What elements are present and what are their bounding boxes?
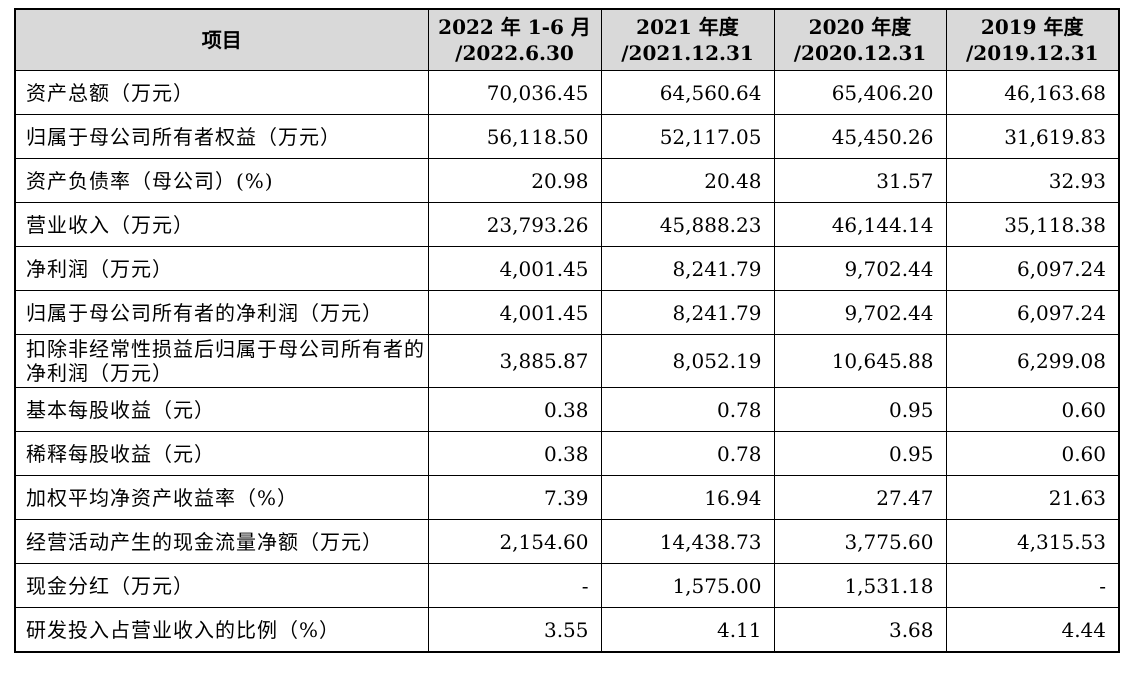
cell-value: 4,001.45	[427, 290, 602, 335]
header-item: 项目	[14, 8, 429, 71]
cell-value: 6,097.24	[945, 290, 1120, 335]
cell-value: 4.11	[600, 607, 775, 653]
cell-value: 8,052.19	[600, 334, 775, 388]
table-row: 资产总额（万元） 70,036.45 64,560.64 65,406.20 4…	[14, 70, 1120, 115]
table-row: 加权平均净资产收益率（%） 7.39 16.94 27.47 21.63	[14, 475, 1120, 520]
cell-value: 45,450.26	[773, 114, 947, 159]
header-period-2022h1: 2022 年 1-6 月 /2022.6.30	[427, 8, 602, 71]
row-label: 归属于母公司所有者权益（万元）	[14, 114, 429, 159]
cell-value: 3.55	[427, 607, 602, 653]
cell-value: 1,575.00	[600, 563, 775, 608]
cell-value: 16.94	[600, 475, 775, 520]
row-label: 研发投入占营业收入的比例（%）	[14, 607, 429, 653]
row-label: 营业收入（万元）	[14, 202, 429, 247]
cell-value: 52,117.05	[600, 114, 775, 159]
cell-value: 8,241.79	[600, 246, 775, 291]
row-label: 净利润（万元）	[14, 246, 429, 291]
cell-value: 6,299.08	[945, 334, 1120, 388]
header-period-2019-line2: /2019.12.31	[965, 41, 1099, 65]
header-period-2020-line1: 2020 年度	[808, 15, 912, 39]
cell-value: 21.63	[945, 475, 1120, 520]
cell-value: 4.44	[945, 607, 1120, 653]
cell-value: 0.95	[773, 387, 947, 432]
cell-value: 3,775.60	[773, 519, 947, 564]
header-period-2020-line2: /2020.12.31	[793, 41, 927, 65]
cell-value: 32.93	[945, 158, 1120, 203]
cell-value: 46,144.14	[773, 202, 947, 247]
cell-value: 3.68	[773, 607, 947, 653]
header-period-2022h1-line2: /2022.6.30	[455, 41, 574, 65]
cell-value: 7.39	[427, 475, 602, 520]
row-label: 资产负债率（母公司）(%)	[14, 158, 429, 203]
cell-value: 56,118.50	[427, 114, 602, 159]
row-label: 扣除非经常性损益后归属于母公司所有者的净利润（万元）	[14, 334, 429, 388]
header-period-2021: 2021 年度 /2021.12.31	[600, 8, 775, 71]
row-label: 经营活动产生的现金流量净额（万元）	[14, 519, 429, 564]
cell-value: 0.60	[945, 431, 1120, 476]
cell-value: 27.47	[773, 475, 947, 520]
table-row: 归属于母公司所有者的净利润（万元） 4,001.45 8,241.79 9,70…	[14, 290, 1120, 335]
row-label: 归属于母公司所有者的净利润（万元）	[14, 290, 429, 335]
header-period-2019: 2019 年度 /2019.12.31	[945, 8, 1120, 71]
cell-value: 31,619.83	[945, 114, 1120, 159]
financial-summary-table-wrapper: 项目 2022 年 1-6 月 /2022.6.30 2021 年度 /2021…	[14, 8, 1120, 653]
cell-value: 0.95	[773, 431, 947, 476]
row-label: 加权平均净资产收益率（%）	[14, 475, 429, 520]
row-label: 稀释每股收益（元）	[14, 431, 429, 476]
cell-value: 31.57	[773, 158, 947, 203]
cell-value: 45,888.23	[600, 202, 775, 247]
cell-value: 65,406.20	[773, 70, 947, 115]
table-row: 研发投入占营业收入的比例（%） 3.55 4.11 3.68 4.44	[14, 607, 1120, 653]
table-row: 稀释每股收益（元） 0.38 0.78 0.95 0.60	[14, 431, 1120, 476]
cell-value: 8,241.79	[600, 290, 775, 335]
cell-value: 23,793.26	[427, 202, 602, 247]
financial-summary-table: 项目 2022 年 1-6 月 /2022.6.30 2021 年度 /2021…	[14, 8, 1120, 653]
cell-value: 46,163.68	[945, 70, 1120, 115]
cell-value: 2,154.60	[427, 519, 602, 564]
cell-value: 0.60	[945, 387, 1120, 432]
table-row: 扣除非经常性损益后归属于母公司所有者的净利润（万元） 3,885.87 8,05…	[14, 334, 1120, 388]
cell-value: 64,560.64	[600, 70, 775, 115]
cell-value: 0.38	[427, 431, 602, 476]
header-period-2019-line1: 2019 年度	[980, 15, 1084, 39]
cell-value: -	[945, 563, 1120, 608]
row-label: 资产总额（万元）	[14, 70, 429, 115]
table-row: 净利润（万元） 4,001.45 8,241.79 9,702.44 6,097…	[14, 246, 1120, 291]
cell-value: 0.78	[600, 431, 775, 476]
cell-value: 10,645.88	[773, 334, 947, 388]
header-period-2021-line1: 2021 年度	[636, 15, 739, 39]
cell-value: 1,531.18	[773, 563, 947, 608]
cell-value: 0.78	[600, 387, 775, 432]
cell-value: 14,438.73	[600, 519, 775, 564]
table-row: 资产负债率（母公司）(%) 20.98 20.48 31.57 32.93	[14, 158, 1120, 203]
table-header-row: 项目 2022 年 1-6 月 /2022.6.30 2021 年度 /2021…	[14, 8, 1120, 71]
table-row: 基本每股收益（元） 0.38 0.78 0.95 0.60	[14, 387, 1120, 432]
cell-value: 20.48	[600, 158, 775, 203]
cell-value: 9,702.44	[773, 246, 947, 291]
cell-value: 70,036.45	[427, 70, 602, 115]
cell-value: 3,885.87	[427, 334, 602, 388]
cell-value: 20.98	[427, 158, 602, 203]
cell-value: 6,097.24	[945, 246, 1120, 291]
header-period-2020: 2020 年度 /2020.12.31	[773, 8, 947, 71]
table-row: 现金分红（万元） - 1,575.00 1,531.18 -	[14, 563, 1120, 608]
cell-value: 35,118.38	[945, 202, 1120, 247]
table-row: 营业收入（万元） 23,793.26 45,888.23 46,144.14 3…	[14, 202, 1120, 247]
cell-value: -	[427, 563, 602, 608]
table-row: 经营活动产生的现金流量净额（万元） 2,154.60 14,438.73 3,7…	[14, 519, 1120, 564]
cell-value: 0.38	[427, 387, 602, 432]
table-row: 归属于母公司所有者权益（万元） 56,118.50 52,117.05 45,4…	[14, 114, 1120, 159]
row-label: 现金分红（万元）	[14, 563, 429, 608]
row-label: 基本每股收益（元）	[14, 387, 429, 432]
cell-value: 9,702.44	[773, 290, 947, 335]
header-period-2022h1-line1: 2022 年 1-6 月	[438, 15, 591, 39]
cell-value: 4,001.45	[427, 246, 602, 291]
header-period-2021-line2: /2021.12.31	[621, 41, 754, 65]
cell-value: 4,315.53	[945, 519, 1120, 564]
